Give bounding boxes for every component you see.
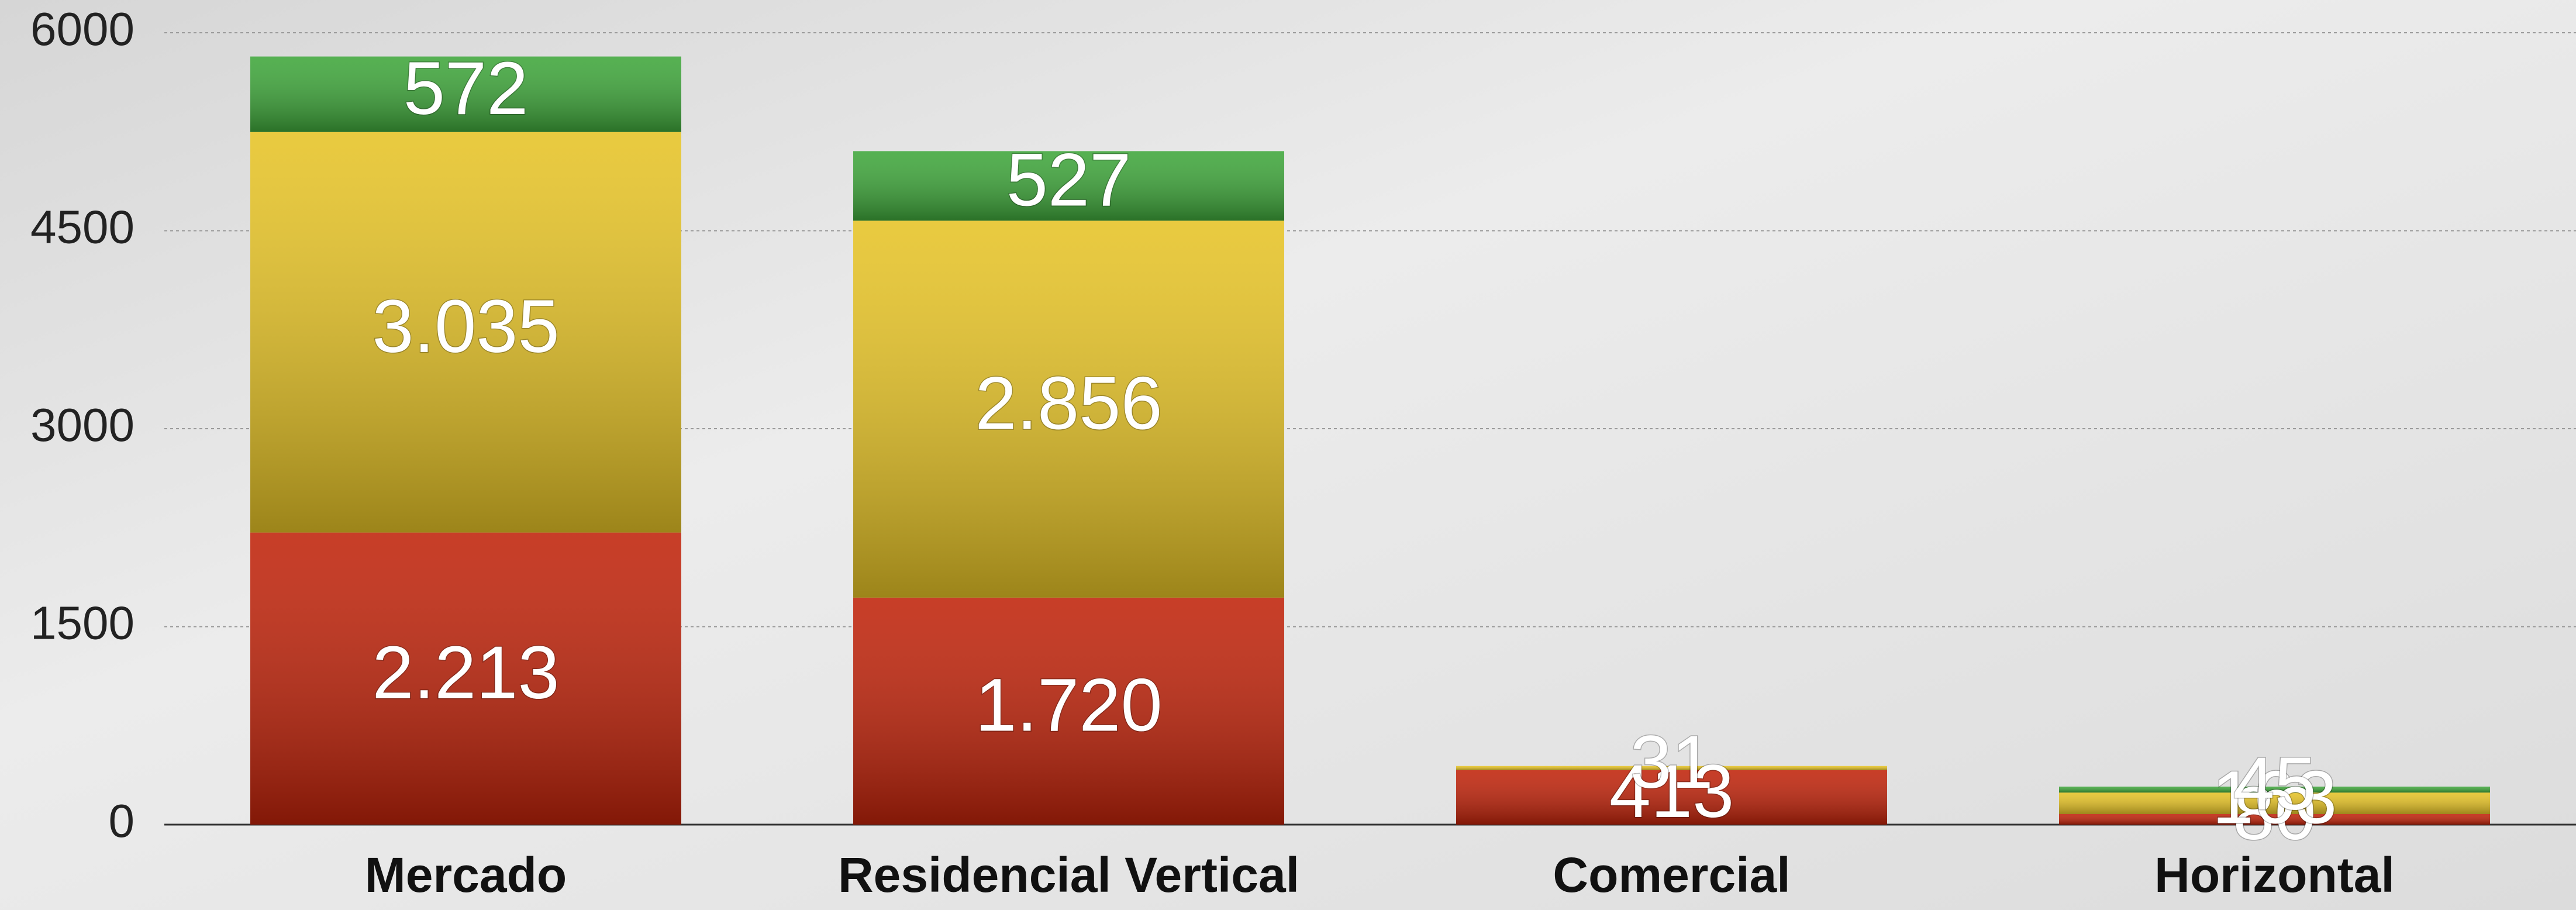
y-tick-label: 0 (109, 795, 135, 847)
bar-shade (853, 151, 1284, 221)
x-tick-label: Comercial (1553, 847, 1790, 902)
value-label: 413 (1609, 750, 1734, 833)
bar-shade (853, 597, 1284, 825)
bar-shade (250, 132, 681, 533)
bar-shade (2059, 792, 2490, 814)
bar-shade (250, 56, 681, 132)
value-label: 2.856 (975, 361, 1162, 445)
bar-shade (1456, 766, 1887, 770)
y-tick-label: 6000 (30, 3, 135, 55)
value-label: 527 (1006, 139, 1132, 222)
value-label: 80 (2233, 772, 2316, 856)
bar-shade (1456, 770, 1887, 825)
bar-shade (250, 532, 681, 825)
value-label: 163 (2212, 756, 2337, 839)
x-tick-label: Residencial Vertical (838, 847, 1299, 902)
value-label: 3.035 (372, 285, 559, 368)
value-label: 31 (1630, 721, 1713, 804)
y-tick-label: 3000 (30, 399, 135, 451)
value-label: 45 (2233, 742, 2316, 826)
x-tick-label: Horizontal (2154, 847, 2395, 902)
value-label: 572 (404, 47, 529, 130)
bar-shade (2059, 814, 2490, 825)
x-tick-label: Mercado (365, 847, 567, 902)
y-tick-label: 4500 (30, 201, 135, 253)
bar-shade (2059, 787, 2490, 793)
value-label: 2.213 (372, 631, 559, 715)
bar-shade (853, 220, 1284, 598)
y-tick-label: 1500 (30, 597, 135, 649)
value-label: 1.720 (975, 664, 1162, 747)
